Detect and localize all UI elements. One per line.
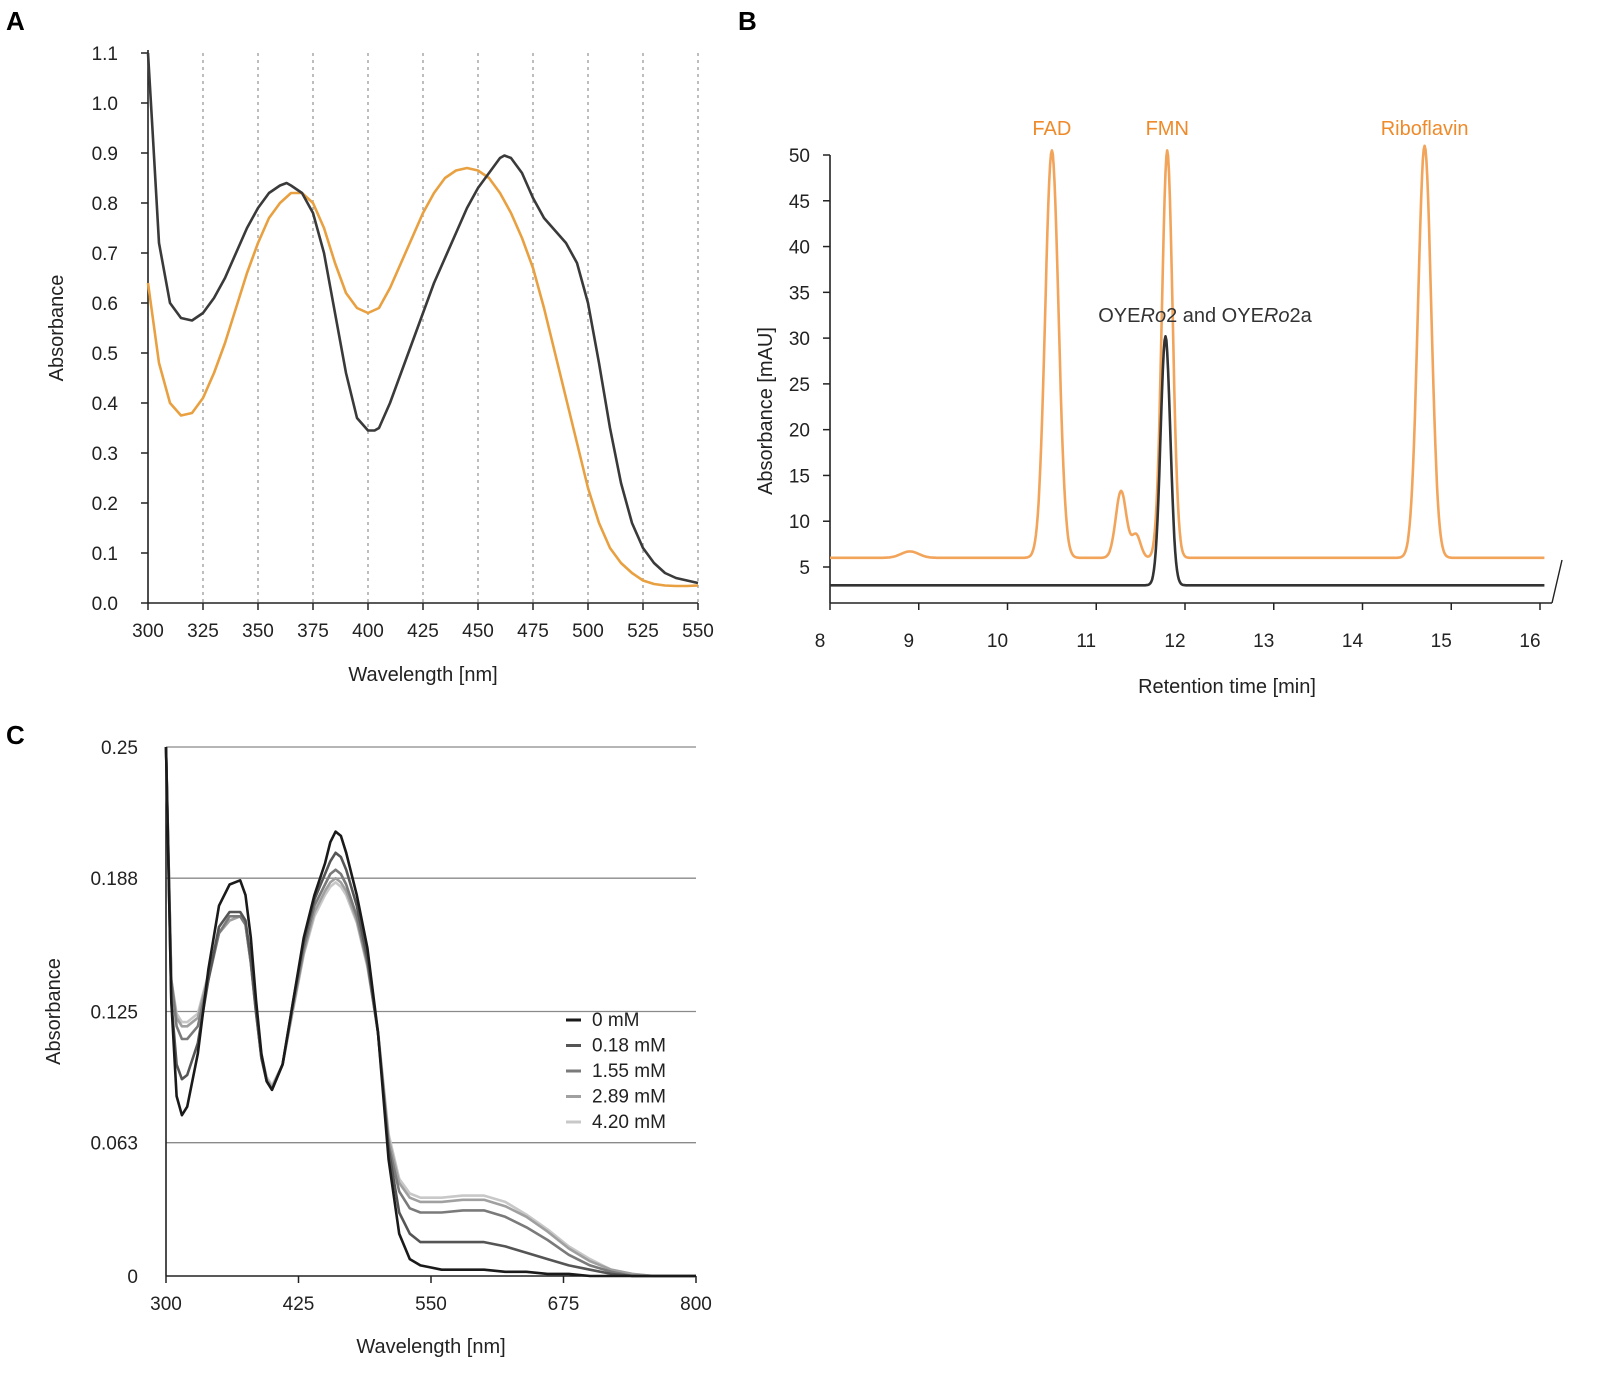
legend-label: 2.89 mM [592, 1087, 666, 1108]
x-tick-label: 14 [1342, 631, 1364, 652]
x-tick-label: 300 [150, 1294, 182, 1315]
x-axis-title: Wavelength [nm] [356, 1336, 505, 1358]
x-tick-label: 16 [1519, 631, 1540, 652]
y-tick-label: 0 [127, 1267, 138, 1288]
peak-label: Riboflavin [1381, 118, 1469, 140]
y-axis-title: Absorbance [mAU] [755, 327, 777, 495]
x-tick-label: 8 [815, 631, 826, 652]
panel-letter-b: B [738, 6, 757, 36]
legend-label: 0 mM [592, 1010, 640, 1031]
peak-label: FMN [1146, 118, 1189, 140]
x-tick-label: 550 [415, 1294, 447, 1315]
panel-b-hplc-chromatogram: 5 10 15 20 25 30 35 40 45 50 8 9 10 11 12 13 14 15 16 Reten… [755, 118, 1563, 698]
x-tick-label: 425 [283, 1294, 315, 1315]
y-axis-title: Absorbance [43, 958, 65, 1065]
x-tick-label: 9 [903, 631, 914, 652]
x-tick-label: 400 [352, 621, 384, 642]
y-tick-label: 0.7 [92, 244, 118, 265]
x-tick-label: 13 [1253, 631, 1274, 652]
x-tick-label: 800 [680, 1294, 712, 1315]
y-tick-label: 45 [789, 192, 810, 213]
peak-label: FAD [1032, 118, 1071, 140]
peak-label-oyero2: OYERo2 and OYERo2a [1098, 305, 1312, 327]
panel-letter-c: C [6, 720, 25, 750]
y-tick-label: 0.25 [101, 738, 138, 759]
y-tick-label: 0.4 [92, 394, 119, 415]
y-tick-label: 0.0 [92, 594, 118, 615]
x-tick-label: 425 [407, 621, 439, 642]
panel-letter-a: A [6, 6, 25, 36]
y-axis-title: Absorbance [46, 275, 68, 382]
y-tick-label: 0.1 [92, 544, 118, 565]
series-line-0.18-mM [164, 746, 696, 1278]
legend-label: 0.18 mM [592, 1036, 666, 1057]
series-line-dark [146, 52, 699, 585]
x-tick-label: 675 [548, 1294, 580, 1315]
x-tick-label: 375 [297, 621, 329, 642]
series-line-standards [829, 144, 1545, 560]
peak-label-part: 2 and OYE [1166, 305, 1264, 327]
x-tick-label: 12 [1164, 631, 1185, 652]
x-tick-label: 550 [682, 621, 714, 642]
y-tick-label: 20 [789, 421, 810, 442]
y-tick-label: 5 [799, 558, 810, 579]
y-tick-label: 25 [789, 375, 810, 396]
legend: 0 mM 0.18 mM 1.55 mM 2.89 mM 4.20 mM [566, 1010, 666, 1133]
y-tick-label: 0.2 [92, 494, 118, 515]
peak-label-part: 2a [1290, 305, 1313, 327]
y-tick-label: 10 [789, 512, 810, 533]
y-tick-label: 30 [789, 329, 810, 350]
x-tick-label: 525 [627, 621, 659, 642]
axis-break-mark [1551, 559, 1563, 604]
y-tick-label: 1.1 [92, 44, 118, 65]
x-tick-label: 350 [242, 621, 274, 642]
x-tick-label: 300 [132, 621, 164, 642]
legend-label: 1.55 mM [592, 1061, 666, 1082]
y-tick-label: 0.063 [90, 1134, 138, 1155]
x-tick-label: 10 [987, 631, 1008, 652]
y-tick-label: 40 [789, 238, 810, 259]
peak-label-part: Ro [1264, 305, 1290, 327]
y-tick-label: 35 [789, 283, 810, 304]
peak-label-part: OYE [1098, 305, 1140, 327]
series-line-0-mM [164, 746, 696, 1278]
x-tick-label: 475 [517, 621, 549, 642]
x-tick-label: 500 [572, 621, 604, 642]
y-tick-label: 1.0 [92, 94, 118, 115]
y-tick-label: 0.5 [92, 344, 118, 365]
y-tick-label: 0.8 [92, 194, 118, 215]
legend-label: 4.20 mM [592, 1112, 666, 1133]
x-tick-label: 450 [462, 621, 494, 642]
series-line-OYERo2-and-OYERo2a [829, 335, 1545, 587]
series-line-orange [146, 166, 699, 588]
y-tick-label: 50 [789, 146, 810, 167]
y-tick-label: 0.125 [90, 1003, 138, 1024]
y-tick-label: 0.9 [92, 144, 118, 165]
x-tick-label: 11 [1076, 631, 1096, 652]
panel-c-titration-spectra: 0 0.063 0.125 0.188 0.25 300 425 550 675 800 Wavel… [43, 738, 712, 1358]
x-tick-label: 325 [187, 621, 219, 642]
y-tick-label: 0.3 [92, 444, 118, 465]
peak-label-part: Ro [1141, 305, 1167, 327]
x-axis-title: Retention time [min] [1138, 676, 1316, 698]
x-axis-title: Wavelength [nm] [348, 664, 497, 686]
series-line-1.55-mM [164, 746, 696, 1278]
y-tick-label: 0.188 [90, 869, 138, 890]
y-tick-label: 15 [789, 466, 810, 487]
y-tick-label: 0.6 [92, 294, 118, 315]
panel-a-absorbance-spectra: 300 325 350 375 400 425 450 475 500 525 550 0.0 0.1 0… [46, 44, 714, 686]
x-tick-label: 15 [1431, 631, 1452, 652]
